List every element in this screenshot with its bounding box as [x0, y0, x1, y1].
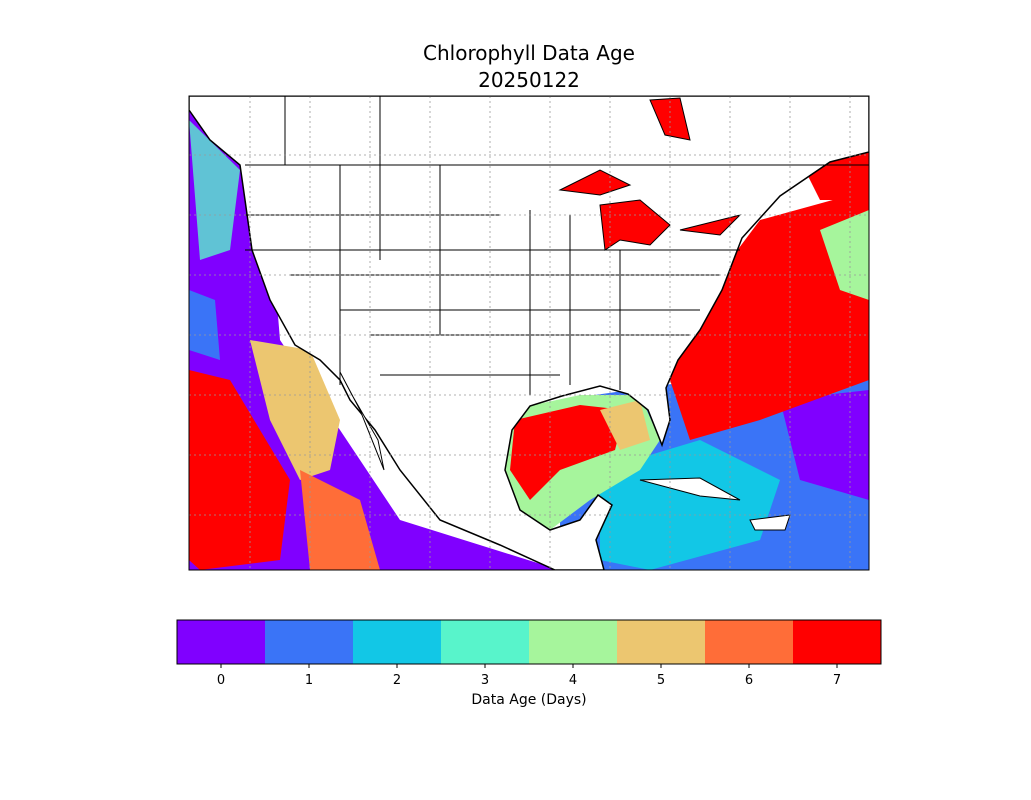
colorbar-tick-label: 7 — [833, 673, 841, 688]
gulf-patch — [600, 400, 650, 450]
pacific-patch — [189, 370, 290, 570]
colorbar-swatch — [793, 620, 882, 664]
colorbar-swatch — [617, 620, 706, 664]
colorbar-swatch — [177, 620, 266, 664]
colorbar-swatch — [353, 620, 442, 664]
colorbar-swatch — [265, 620, 354, 664]
map-frame — [188, 95, 870, 571]
colorbar-frame — [176, 619, 882, 665]
colorbar-tick-label: 1 — [305, 673, 313, 688]
subtitle: 20250122 — [478, 68, 580, 92]
pacific-patch — [189, 290, 220, 360]
pacific-data — [189, 96, 560, 570]
pacific-patch — [300, 470, 380, 570]
pacific-patch — [250, 340, 340, 480]
colorbar-tick-label: 4 — [569, 673, 577, 688]
colorbar-tick-label: 0 — [217, 673, 225, 688]
atlantic-patch — [780, 390, 869, 500]
map — [189, 96, 869, 570]
graticule — [189, 96, 869, 570]
colorbar-tick-label: 5 — [657, 673, 665, 688]
colorbar-label: Data Age (Days) — [471, 692, 586, 708]
islands — [639, 477, 791, 531]
title: Chlorophyll Data Age — [423, 41, 635, 65]
atlantic-patch — [820, 210, 869, 300]
colorbar-tick-label: 3 — [481, 673, 489, 688]
colorbar-tick-label: 6 — [745, 673, 753, 688]
gulf-patch — [510, 405, 625, 500]
pacific-patch — [189, 120, 240, 260]
atlantic-data — [670, 190, 869, 440]
colorbar-swatch — [705, 620, 794, 664]
colorbar: 0 1 2 3 4 5 6 7 — [176, 619, 882, 688]
lakes-data — [558, 97, 742, 251]
caribbean-patch — [600, 440, 780, 570]
colorbar-swatch — [441, 620, 530, 664]
colorbar-swatch — [529, 620, 618, 664]
colorbar-tick-label: 2 — [393, 673, 401, 688]
